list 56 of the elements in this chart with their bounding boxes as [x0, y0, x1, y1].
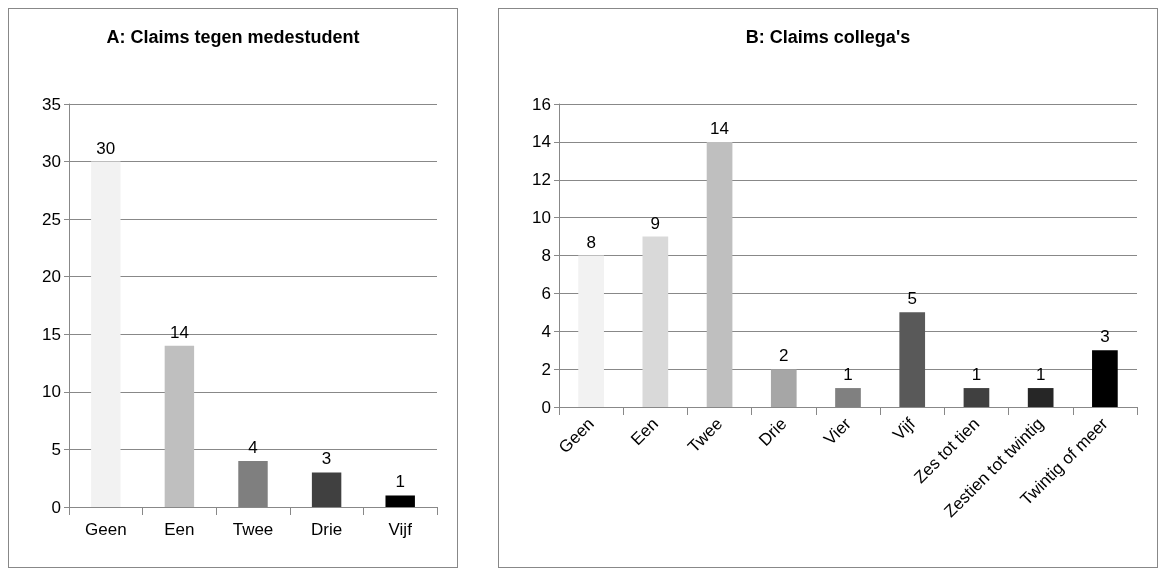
data-label: 3 [321, 449, 332, 469]
y-tick-label: 14 [532, 132, 551, 152]
x-tick-label: Drie [311, 520, 343, 539]
data-label: 8 [586, 232, 596, 252]
bar [963, 388, 990, 407]
y-tick-label: 25 [42, 209, 61, 229]
data-label: 1 [395, 472, 405, 492]
y-tick-label: 12 [532, 170, 551, 190]
data-label: 9 [650, 213, 661, 233]
bar [91, 161, 121, 507]
data-label: 5 [907, 289, 917, 309]
bar [1027, 388, 1054, 407]
y-tick-label: 16 [532, 94, 551, 114]
bar [899, 312, 926, 407]
y-tick-label: 15 [42, 324, 61, 344]
x-tick-label: Vier [820, 414, 855, 449]
x-tick-label: Drie [755, 414, 791, 450]
x-tick-label: Vijf [889, 414, 920, 445]
y-tick-label: 10 [532, 208, 551, 228]
chart-title: B: Claims collega's [745, 27, 911, 47]
bar [835, 388, 861, 407]
data-label: 3 [1100, 327, 1110, 347]
bar [1092, 350, 1118, 407]
bar [385, 495, 415, 507]
bar [311, 472, 342, 507]
data-label: 2 [779, 346, 789, 366]
data-label: 14 [710, 118, 730, 138]
y-tick-label: 4 [541, 321, 551, 341]
data-label: 14 [169, 322, 189, 342]
data-label: 1 [1035, 365, 1046, 385]
data-label: 30 [96, 138, 116, 158]
x-tick-label: Twee [232, 520, 274, 539]
y-tick-label: 30 [42, 152, 61, 172]
x-tick-label: Vijf [388, 520, 413, 539]
y-tick-label: 0 [541, 397, 551, 417]
y-tick-label: 2 [541, 359, 551, 379]
x-tick-label: Geen [85, 520, 127, 539]
y-tick-label: 0 [51, 497, 61, 517]
bar [706, 141, 733, 407]
y-tick-label: 35 [42, 94, 61, 114]
y-tick-label: 5 [51, 439, 61, 459]
bar [642, 236, 669, 407]
x-tick-label: Een [164, 520, 195, 539]
bar [238, 460, 268, 507]
y-tick-label: 6 [541, 283, 551, 303]
x-tick-label: Een [627, 414, 663, 450]
y-tick-label: 20 [42, 267, 61, 287]
chart-title: A: Claims tegen medestudent [106, 27, 360, 47]
bar [578, 255, 604, 407]
data-label: 4 [248, 437, 258, 457]
y-tick-label: 10 [42, 382, 61, 402]
data-label: 1 [843, 365, 853, 385]
data-label: 1 [971, 365, 982, 385]
bar [770, 369, 797, 407]
bar [164, 345, 195, 507]
y-tick-label: 8 [541, 246, 551, 265]
